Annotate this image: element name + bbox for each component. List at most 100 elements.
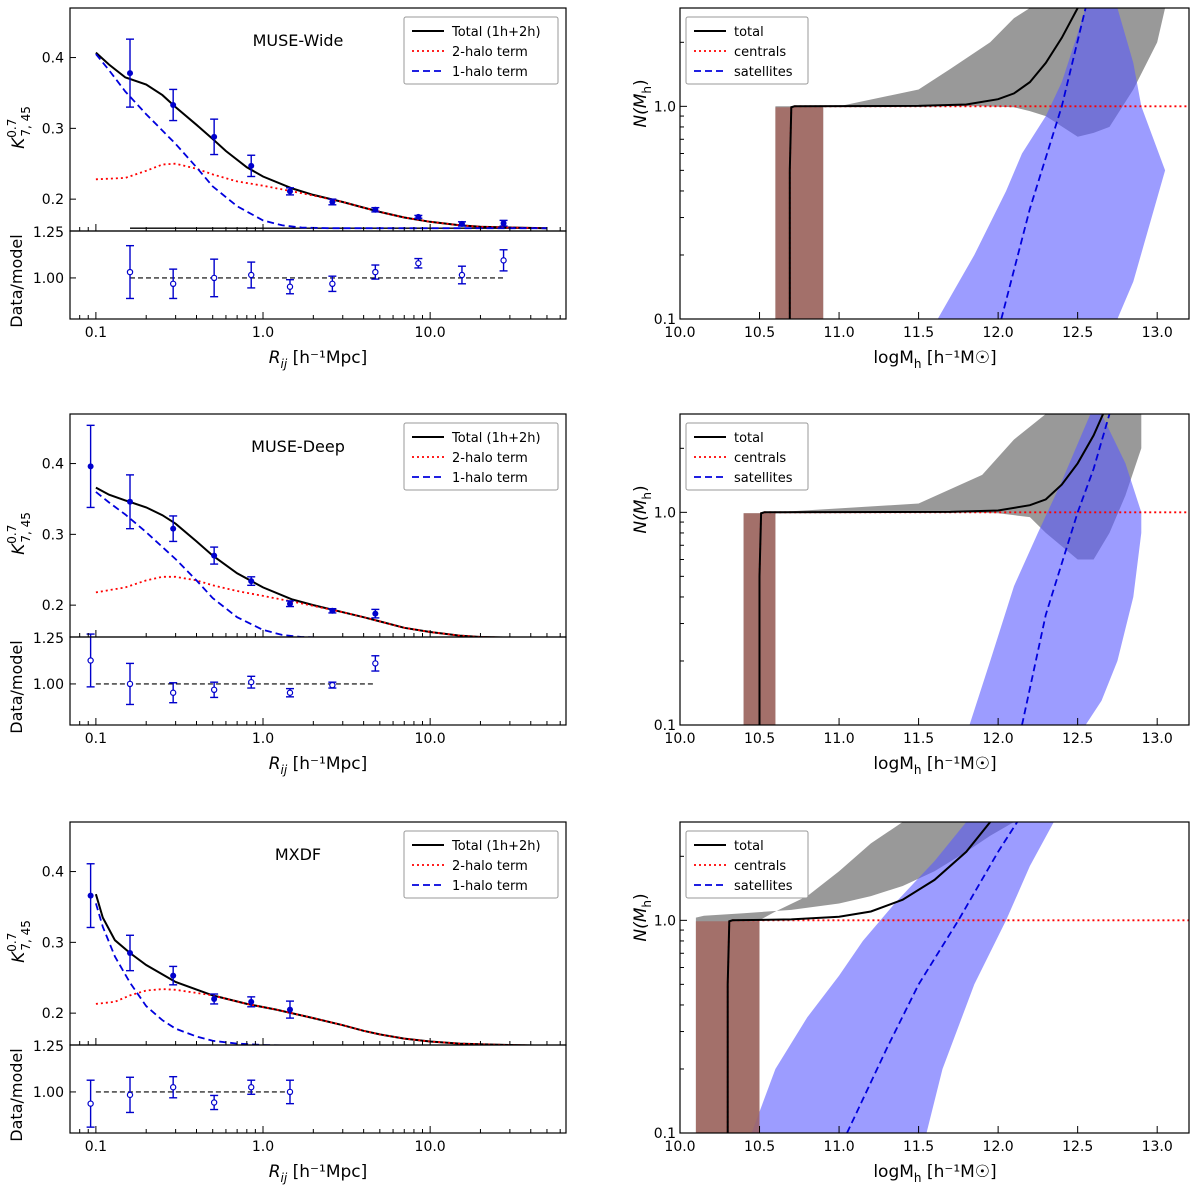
y-label-sub: 7, 45 [19,920,33,951]
data-point [211,133,218,140]
data-point [329,607,336,614]
series-2-halo-term [95,575,521,637]
hod-x-axis-label: logMh [h⁻¹M☉] [873,348,996,371]
xtick-label: 0.1 [85,325,107,341]
hod-plot-area [775,8,1189,319]
xtick-label: 11.0 [823,1139,854,1155]
xtick-label: 10.5 [744,325,775,341]
ytick-label: 0.4 [42,51,64,67]
y-axis-label: K0.77, 45 [5,512,33,555]
xtick-label: 0.1 [85,731,107,747]
ratio-point [210,686,218,694]
ratio-y-axis-label: Data/model [7,640,26,733]
ytick-label: 1.0 [654,505,676,521]
xtick-label: 12.5 [1062,731,1093,747]
hod-x-label-main: logM [873,1162,914,1182]
series-1-halo-term [95,903,547,1045]
xtick-label: 10.0 [415,1139,446,1155]
legend-label: total [734,431,764,446]
legend-label: satellites [734,65,793,80]
satellites-band [969,414,1142,725]
panel-title: MUSE-Wide [253,31,344,50]
x-label-main: R [269,754,281,774]
x-axis-label: Rij [h⁻¹Mpc] [269,754,368,777]
y-label-sup: 0.7 [5,525,19,544]
y-axis-label: K0.77, 45 [5,920,33,963]
satellites-band [751,822,1054,1133]
ytick-label: 0.1 [654,1126,676,1142]
ytick-label: 0.2 [42,1006,64,1022]
hod-axes-frame [679,821,1190,1134]
data-point [248,578,255,585]
main-plot-area [95,486,526,637]
data-point [170,101,177,108]
ytick-label: 1.0 [654,913,676,929]
panel-title: MUSE-Deep [251,437,345,456]
ratio-point [372,660,379,667]
ytick-label: 0.4 [42,457,64,473]
x-label-unit: [h⁻¹Mpc] [287,1162,367,1182]
ratio-point [126,680,134,688]
xtick-label: 12.0 [983,1139,1014,1155]
hod-legend: total centrals satellites [685,422,809,491]
legend-label: 1-halo term [452,879,528,894]
ratio-ytick-label: 1.00 [33,677,64,693]
xtick-label: 12.0 [983,325,1014,341]
ratio-ytick-label: 1.00 [33,1085,64,1101]
ytick-label: 0.2 [42,192,64,208]
legend-box [403,830,559,899]
hod-plot-area [695,822,1189,1133]
data-point [127,498,134,505]
legend: Total (1h+2h) 2-halo term 1-halo term [403,16,559,85]
ratio-point [87,1100,94,1107]
ratio-point [248,271,255,279]
legend-label: 1-halo term [452,471,528,486]
ratio-point [248,1084,255,1091]
satellites-band [937,8,1166,319]
y-axis-label: K0.77, 45 [5,106,33,149]
hod-y-label-main: N(M [631,93,651,127]
xtick-label: 10.0 [664,731,695,747]
series-satellites [846,822,1018,1133]
legend-box [403,422,559,491]
xtick-label: 1.0 [252,325,274,341]
x-axis-label: Rij [h⁻¹Mpc] [269,1162,368,1185]
legend-label: total [734,839,764,854]
x-label-sub: ij [281,763,288,777]
x-label-main: R [269,348,281,368]
ratio-point [286,283,294,290]
hod-y-axis-label: N(Mh) [631,893,654,941]
hod-x-label-sub: h [914,763,922,777]
hod-y-label-sub: h [640,492,654,500]
y-label-main: K [9,950,29,963]
ratio-ytick-label: 1.25 [33,1039,64,1055]
y-label-sub: 7, 45 [19,512,33,543]
panel-title: MXDF [275,845,321,864]
series-satellites [1000,8,1087,319]
ytick-label: 0.1 [654,312,676,328]
series-total [788,8,1079,319]
y-label-sup: 0.7 [5,933,19,952]
data-point [87,463,94,470]
data-point [211,552,218,559]
data-point [329,198,336,205]
legend-label: satellites [734,471,793,486]
hod-x-label-sub: h [914,1171,922,1185]
legend-label: centrals [734,45,786,60]
hod-y-label-main: N(M [631,907,651,941]
ytick-label: 0.3 [42,935,64,951]
data-point [170,525,177,532]
y-label-sup: 0.7 [5,119,19,138]
legend-label: 2-halo term [452,451,528,466]
hod-axes-frame [679,413,1190,726]
legend-box [685,422,809,491]
series-2-halo-term [95,162,548,230]
ratio-point [458,271,466,279]
legend-box [685,830,809,899]
data-point [127,949,134,956]
xtick-label: 0.1 [85,1139,107,1155]
data-point [248,162,255,169]
xtick-label: 12.5 [1062,325,1093,341]
y-label-sub: 7, 45 [19,106,33,137]
